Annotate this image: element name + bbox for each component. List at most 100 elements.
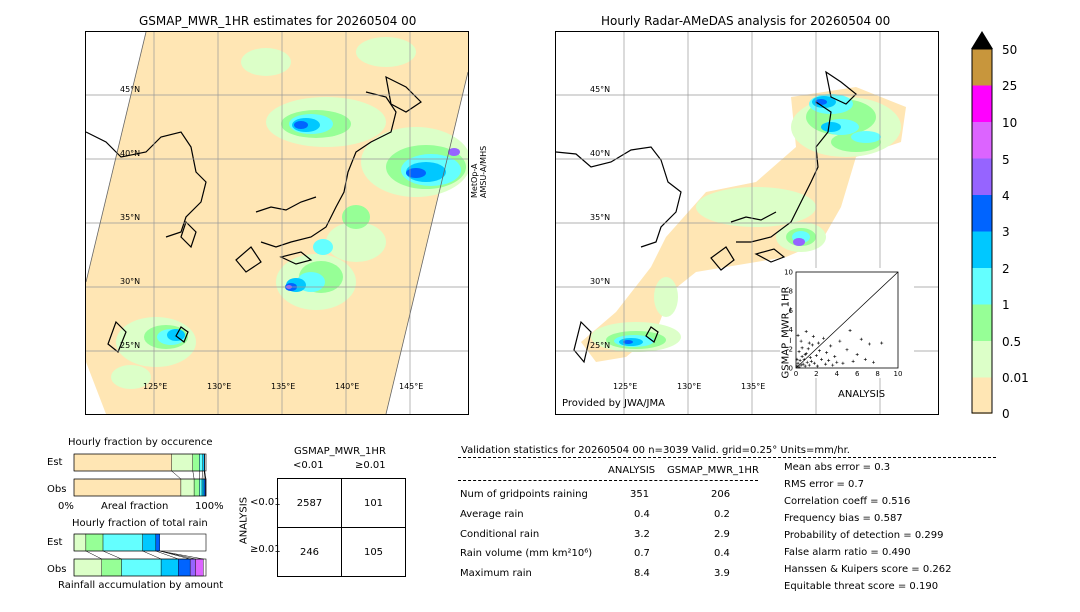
scatter-point	[801, 362, 805, 366]
occurrence-segment	[73, 478, 182, 497]
scatter-point	[815, 364, 819, 368]
score-rmse: RMS error = 0.7	[784, 479, 864, 490]
scatter-point	[796, 333, 800, 337]
score-far: False alarm ratio = 0.490	[784, 547, 911, 558]
row-label-volume: Rain volume (mm km²10⁶)	[460, 548, 593, 559]
score-hk: Hanssen & Kuipers score = 0.262	[784, 564, 952, 575]
scatter-xtick: 2	[814, 370, 818, 378]
scatter-point	[827, 358, 831, 362]
colorbar-label-50: 50	[1002, 43, 1018, 57]
occurrence-segment	[201, 478, 205, 497]
right-lat-label-45: 45°N	[590, 85, 611, 94]
colorbar-label-1: 1	[1002, 298, 1010, 312]
validation-col-analysis: ANALYSIS	[608, 465, 656, 476]
left-lon-label-140: 140°E	[335, 382, 360, 391]
left-map: 45°N 40°N 35°N 30°N 25°N 125°E 130°E 135…	[85, 31, 469, 415]
row-gsmap-average: 0.2	[714, 509, 730, 520]
scatter-point	[802, 357, 806, 361]
scatter-point	[824, 362, 828, 366]
scatter-point	[806, 347, 810, 351]
row-gsmap-volume: 0.4	[714, 548, 730, 559]
scatter-point	[800, 354, 804, 358]
total-rain-title: Hourly fraction of total rain	[72, 518, 208, 529]
occurrence-x-max: 100%	[195, 501, 224, 512]
scatter-point	[809, 359, 813, 363]
contingency-row-axis: ANALYSIS	[238, 496, 250, 545]
scatter-point	[833, 354, 837, 358]
scatter-point	[820, 357, 823, 361]
left-lat-label-40: 40°N	[120, 149, 141, 158]
scatter-point	[811, 334, 815, 338]
left-lat-label-35: 35°N	[120, 213, 141, 222]
contingency-row-ge: ≥0.01	[250, 544, 281, 555]
scatter-ytick: 8	[789, 288, 793, 296]
scatter-point	[835, 360, 839, 364]
total-rain-segment	[189, 558, 196, 577]
occurrence-connector	[201, 470, 203, 480]
total-rain-row-frame	[73, 533, 207, 552]
total-rain-segment	[85, 533, 104, 552]
contingency-cell-12: 101	[341, 478, 406, 528]
colorbar-label-0-5: 0.5	[1002, 335, 1022, 349]
colorbar-swatch	[972, 231, 992, 268]
colorbar	[971, 31, 993, 414]
contingency-row-lt: <0.01	[250, 497, 281, 508]
occurrence-xlabel: Areal fraction	[101, 501, 169, 512]
scatter-point	[797, 350, 801, 354]
colorbar-frame	[971, 48, 993, 414]
total-rain-connector	[85, 550, 102, 560]
scatter-point	[822, 336, 826, 340]
scatter-point	[817, 349, 821, 353]
credit-text: Provided by JWA/JMA	[562, 398, 665, 409]
colorbar-label-2: 2	[1002, 262, 1010, 276]
total-rain-row-frame	[73, 558, 207, 577]
total-rain-segment	[178, 558, 191, 577]
total-rain-connector	[102, 550, 122, 560]
scatter-point	[816, 341, 820, 345]
total-rain-connector	[159, 550, 204, 560]
right-lat-label-25: 25°N	[590, 341, 611, 350]
scatter-plot: 0 2 4 6 8 10 0 2 4 6 8 10	[784, 269, 902, 379]
occurrence-segment	[199, 453, 203, 472]
scatter-point	[848, 329, 852, 333]
right-lat-label-40: 40°N	[590, 149, 611, 158]
row-analysis-maximum: 8.4	[634, 568, 650, 579]
row-analysis-gridpoints: 351	[630, 489, 650, 500]
row-analysis-volume: 0.7	[634, 548, 650, 559]
contingency-col-ge: ≥0.01	[355, 460, 386, 471]
validation-header: Validation statistics for 20260504 00 n=…	[461, 445, 850, 456]
scatter-point	[867, 342, 871, 346]
total-rain-bars	[73, 533, 207, 577]
colorbar-label-3: 3	[1002, 225, 1010, 239]
right-lon-label-130: 130°E	[677, 382, 702, 391]
validation-table-rule	[458, 480, 758, 481]
scatter-point	[808, 355, 812, 359]
colorbar-swatch	[972, 195, 992, 232]
score-mae: Mean abs error = 0.3	[784, 462, 891, 473]
total-rain-segment	[195, 558, 204, 577]
total-rain-segment	[73, 533, 87, 552]
left-map-title: GSMAP_MWR_1HR estimates for 20260504 00	[139, 14, 417, 28]
contingency-cell-22: 105	[341, 527, 406, 577]
scatter-point	[872, 360, 876, 364]
row-analysis-conditional: 3.2	[634, 529, 650, 540]
occurrence-connector	[171, 470, 182, 480]
scatter-inset: 0 2 4 6 8 10 0 2 4 6 8 10	[780, 268, 914, 378]
right-lon-label-125: 125°E	[613, 382, 638, 391]
scatter-point	[796, 361, 800, 365]
total-rain-segment	[101, 558, 122, 577]
left-lon-label-130: 130°E	[207, 382, 232, 391]
total-rain-connector	[142, 550, 162, 560]
left-lat-label-45: 45°N	[120, 85, 141, 94]
total-rain-segment	[160, 558, 179, 577]
colorbar-extend-arrow	[971, 31, 993, 49]
scatter-point	[859, 337, 863, 341]
scatter-ytick: 4	[789, 326, 794, 334]
contingency-cell-11: 2587	[277, 478, 342, 528]
scatter-point	[812, 361, 816, 365]
colorbar-swatch	[972, 85, 992, 122]
scatter-point	[831, 363, 835, 367]
row-label-conditional: Conditional rain	[460, 529, 540, 540]
scatter-point	[799, 339, 803, 343]
colorbar-label-0-01: 0.01	[1002, 371, 1029, 385]
